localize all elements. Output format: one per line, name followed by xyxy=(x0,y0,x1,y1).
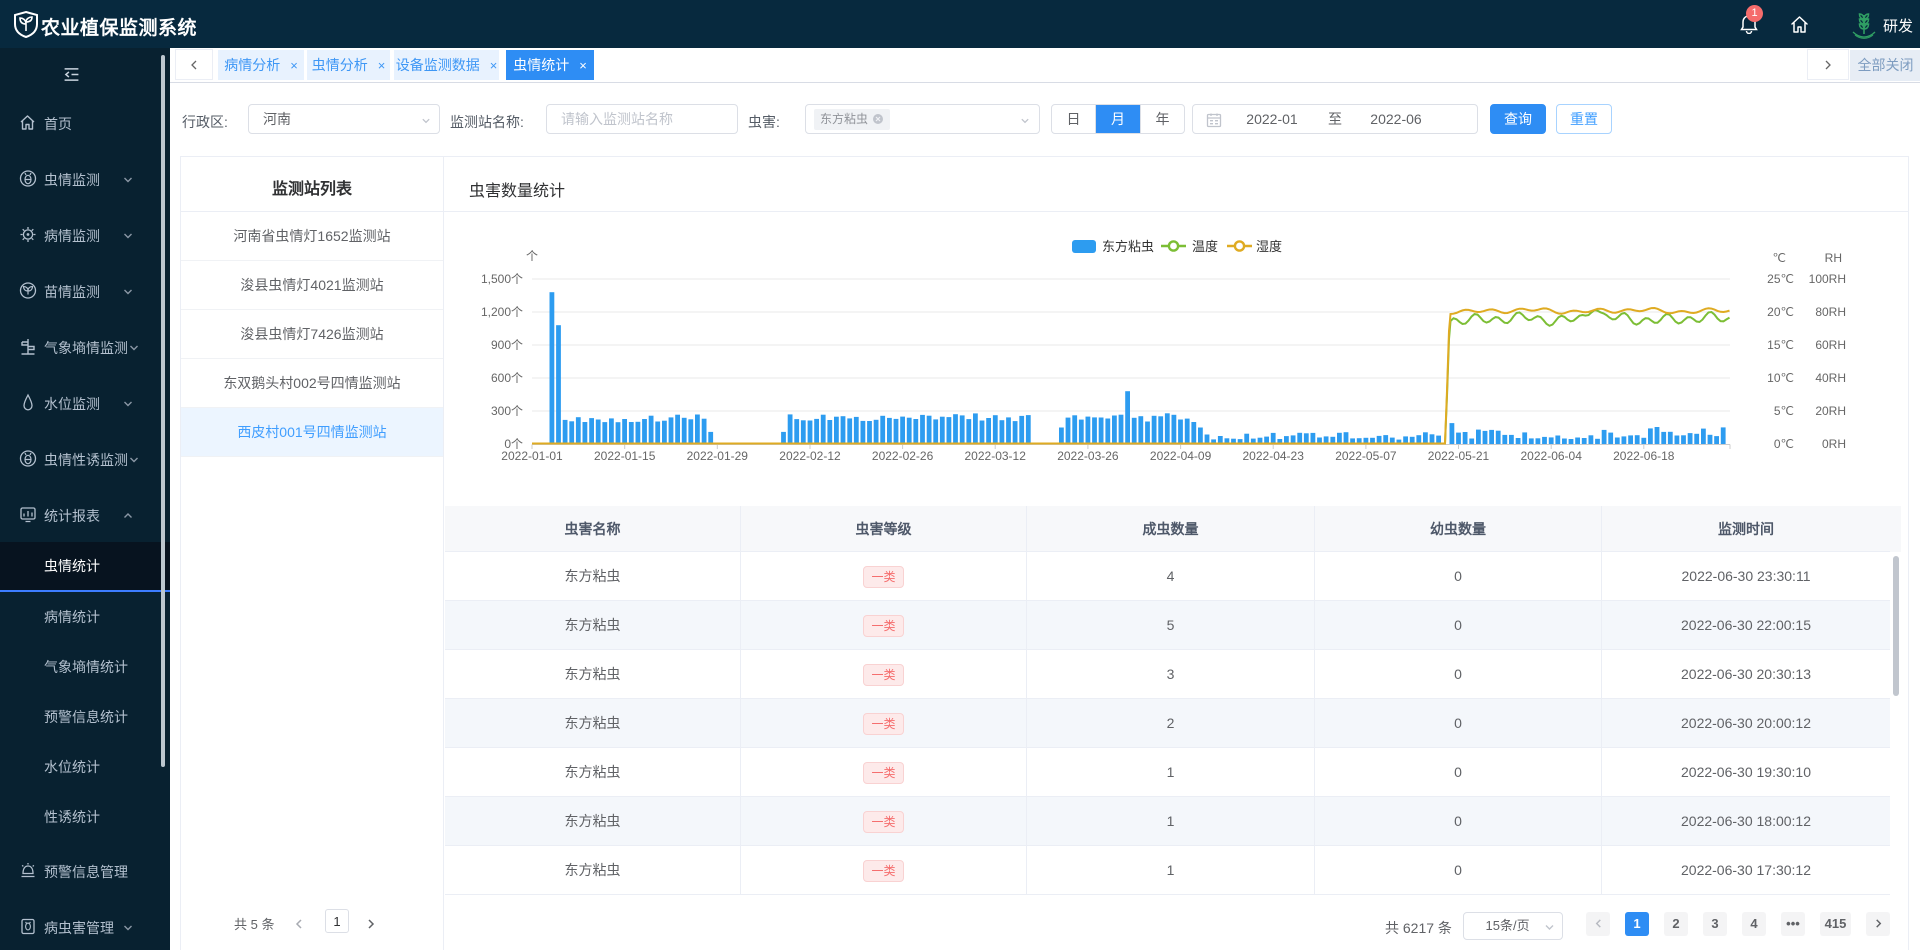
svg-text:2022-01-29: 2022-01-29 xyxy=(687,449,749,463)
svg-text:0RH: 0RH xyxy=(1822,437,1846,451)
svg-text:300个: 300个 xyxy=(491,404,523,418)
svg-text:RH: RH xyxy=(1825,251,1842,265)
svg-text:2022-02-26: 2022-02-26 xyxy=(872,449,934,463)
svg-text:1,500个: 1,500个 xyxy=(481,272,523,286)
svg-text:2022-03-26: 2022-03-26 xyxy=(1057,449,1119,463)
svg-text:600个: 600个 xyxy=(491,371,523,385)
svg-text:℃: ℃ xyxy=(1773,251,1786,265)
svg-text:15℃: 15℃ xyxy=(1767,338,1794,352)
svg-text:40RH: 40RH xyxy=(1815,371,1846,385)
svg-text:2022-05-07: 2022-05-07 xyxy=(1335,449,1397,463)
svg-text:个: 个 xyxy=(526,249,538,263)
svg-text:5℃: 5℃ xyxy=(1774,404,1794,418)
svg-text:10℃: 10℃ xyxy=(1767,371,1794,385)
svg-text:20RH: 20RH xyxy=(1815,404,1846,418)
svg-text:温度: 温度 xyxy=(1192,239,1218,254)
svg-text:25℃: 25℃ xyxy=(1767,272,1794,286)
svg-text:2022-01-01: 2022-01-01 xyxy=(501,449,563,463)
svg-text:湿度: 湿度 xyxy=(1256,239,1282,254)
svg-text:60RH: 60RH xyxy=(1815,338,1846,352)
svg-text:2022-01-15: 2022-01-15 xyxy=(594,449,656,463)
svg-text:2022-02-12: 2022-02-12 xyxy=(779,449,841,463)
svg-text:20℃: 20℃ xyxy=(1767,305,1794,319)
svg-text:900个: 900个 xyxy=(491,338,523,352)
svg-text:2022-03-12: 2022-03-12 xyxy=(965,449,1027,463)
svg-text:100RH: 100RH xyxy=(1809,272,1846,286)
svg-text:0℃: 0℃ xyxy=(1774,437,1794,451)
svg-text:东方粘虫: 东方粘虫 xyxy=(1102,239,1154,254)
svg-text:2022-06-04: 2022-06-04 xyxy=(1521,449,1583,463)
svg-text:2022-04-09: 2022-04-09 xyxy=(1150,449,1212,463)
svg-text:0个: 0个 xyxy=(504,437,523,451)
svg-text:2022-04-23: 2022-04-23 xyxy=(1243,449,1305,463)
svg-text:2022-06-18: 2022-06-18 xyxy=(1613,449,1675,463)
svg-text:2022-05-21: 2022-05-21 xyxy=(1428,449,1490,463)
svg-text:1,200个: 1,200个 xyxy=(481,305,523,319)
svg-text:80RH: 80RH xyxy=(1815,305,1846,319)
